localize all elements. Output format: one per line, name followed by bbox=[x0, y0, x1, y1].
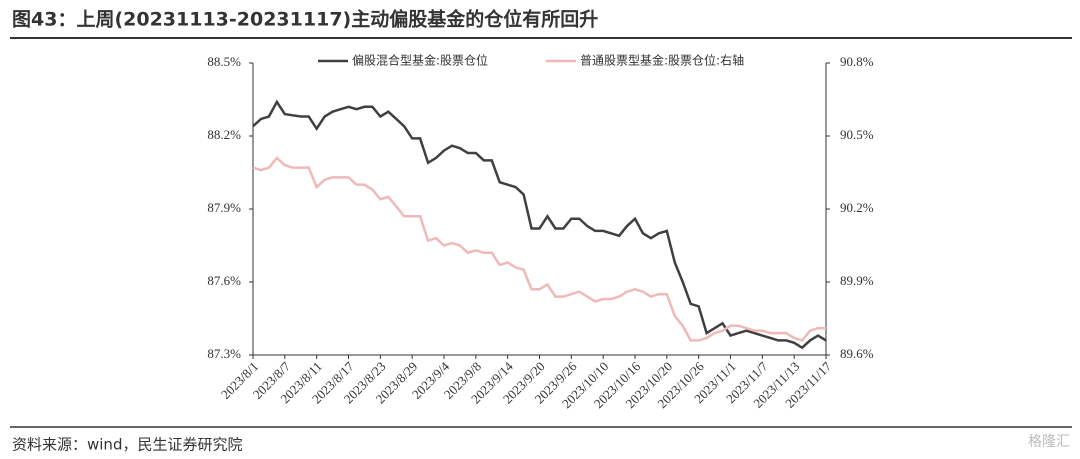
y-tick-label: 88.5% bbox=[207, 54, 241, 69]
source: 资料来源：wind，民生证券研究院 bbox=[12, 436, 242, 454]
y2-tick-label: 89.6% bbox=[840, 346, 874, 361]
y-tick-label: 87.3% bbox=[207, 346, 241, 361]
y2-tick-label: 89.9% bbox=[840, 273, 874, 288]
y-tick-label: 87.9% bbox=[207, 200, 241, 215]
series-line bbox=[252, 99, 827, 350]
y2-tick-label: 90.5% bbox=[840, 127, 874, 142]
title: 图43：上周(20231113-20231117)主动偏股基金的仓位有所回升 bbox=[12, 8, 598, 31]
legend-label: 普通股票型基金:股票仓位:右轴 bbox=[580, 53, 744, 68]
legend-label: 偏股混合型基金:股票仓位 bbox=[352, 53, 488, 68]
y-tick-label: 88.2% bbox=[207, 127, 241, 142]
watermark: 格隆汇 bbox=[1028, 434, 1070, 450]
y2-tick-label: 90.8% bbox=[840, 54, 874, 69]
series-line bbox=[252, 156, 826, 342]
y2-tick-label: 90.2% bbox=[840, 200, 874, 215]
y-tick-label: 87.6% bbox=[207, 273, 241, 288]
plot: 87.3% 87.6% 87.9% 88.2% 88.5% 89.6% 89.9% 90.2%… bbox=[207, 53, 873, 412]
